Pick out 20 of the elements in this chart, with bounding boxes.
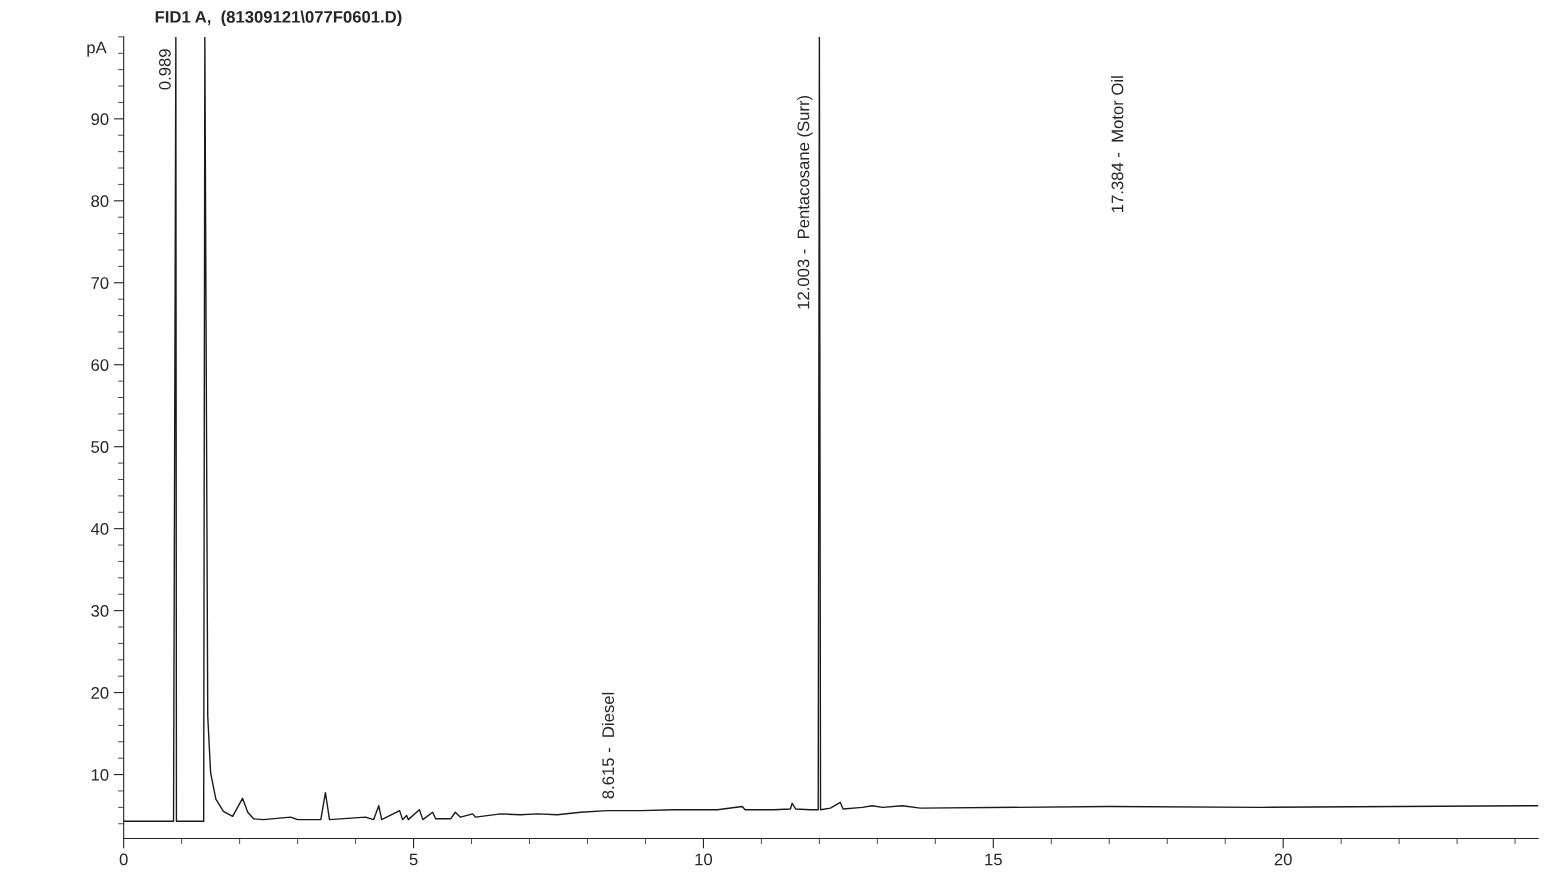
y-tick-label: 40 [90, 523, 109, 535]
y-tick-label: 70 [91, 277, 109, 289]
annotation: 8.615 - Diesel [601, 692, 615, 799]
x-tick-label: 10 [695, 853, 713, 866]
x-tick-label: 5 [409, 853, 418, 866]
x-tick-label: 20 [1274, 853, 1292, 866]
annotation: 0.989 [158, 49, 171, 90]
y-axis-title: pA [87, 41, 107, 57]
y-tick-label: 90 [91, 113, 109, 126]
x-tick-label: 0 [119, 853, 128, 866]
x-tick-label: 15 [985, 853, 1002, 866]
y-tick-label: 30 [91, 605, 109, 617]
annotation: 17.384 - Motor Oil [1111, 76, 1124, 212]
y-tick-label: 10 [91, 768, 109, 781]
chart-title: FID1 A, (81309121\077F0601.D) [155, 10, 402, 27]
y-tick-label: 20 [91, 686, 109, 699]
y-tick-label: 50 [91, 441, 109, 453]
y-tick-label: 60 [91, 359, 109, 371]
annotation: 12.003 - Pentacosane (Surr) [797, 95, 813, 309]
y-tick-label: 80 [91, 195, 109, 208]
